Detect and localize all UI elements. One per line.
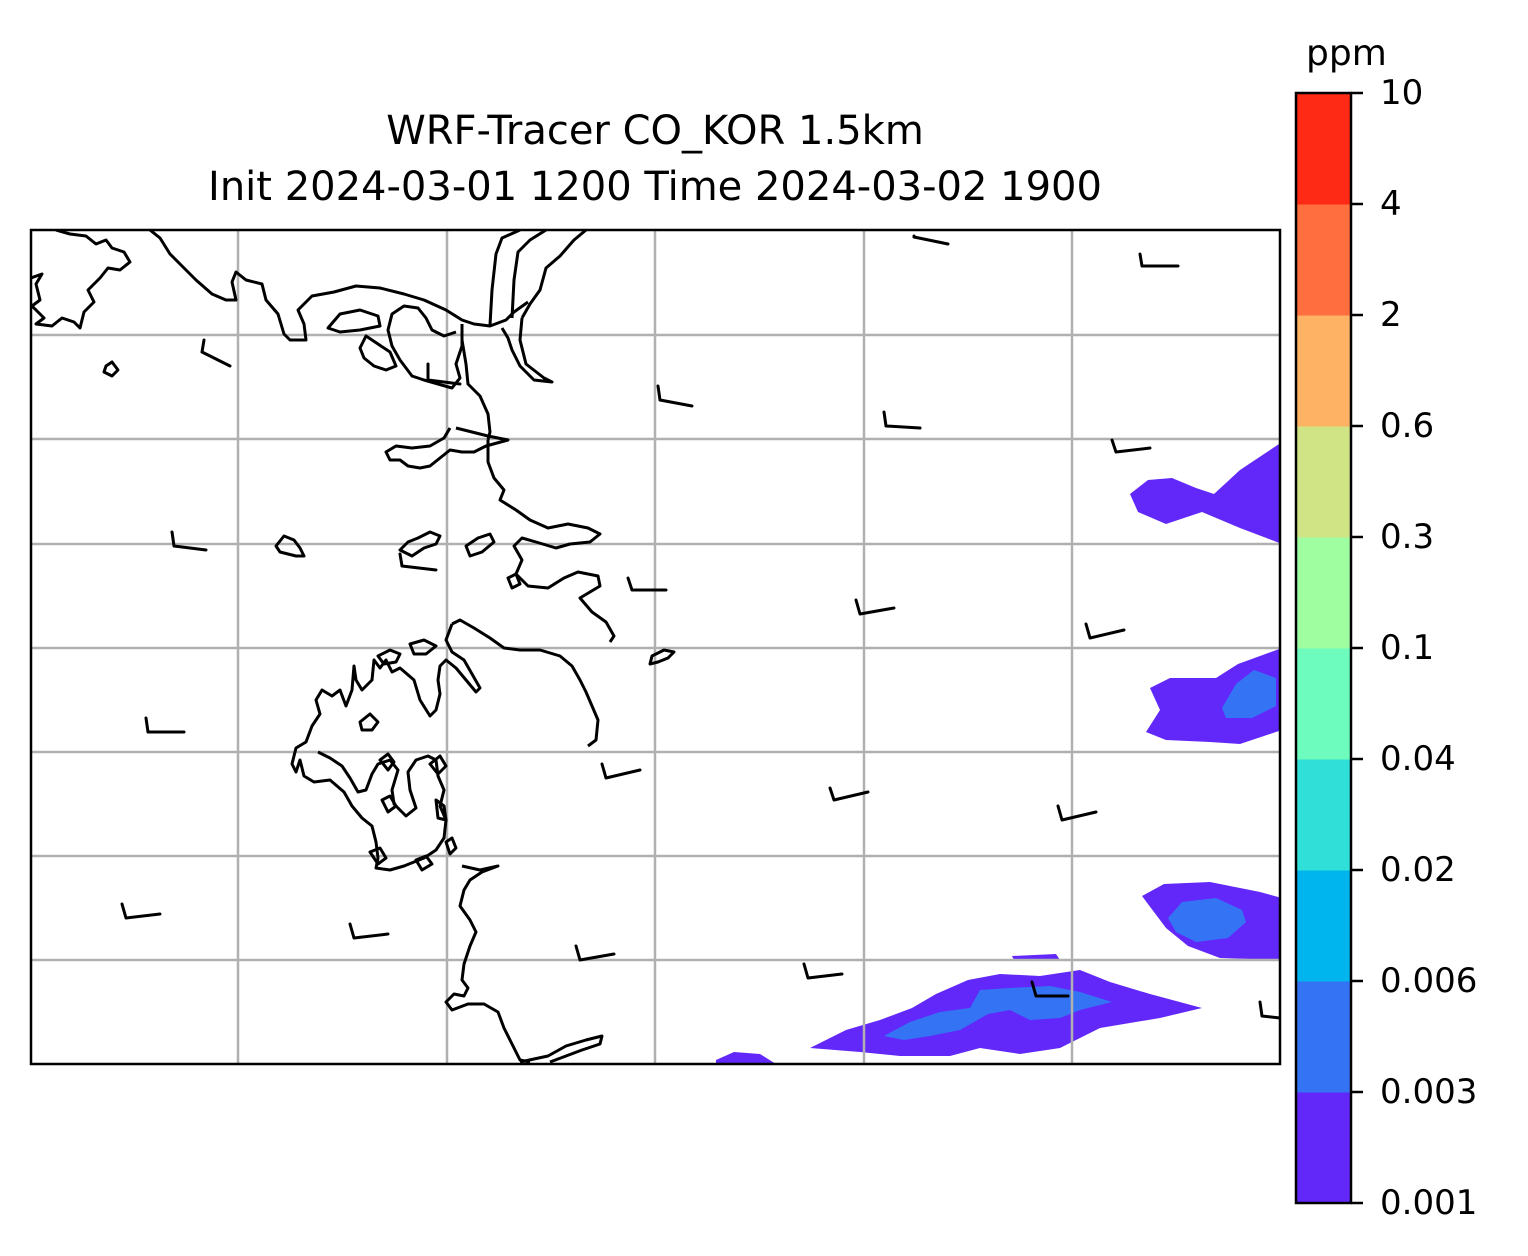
colorbar-tick-label: 0.006 (1380, 961, 1478, 1001)
wind-barb (828, 786, 870, 802)
colorbar-segment (1296, 648, 1351, 760)
colorbar-unit-label: ppm (1306, 33, 1387, 74)
colorbar-segment (1296, 426, 1351, 538)
colorbar-segment (1296, 759, 1351, 871)
map-gridlines (31, 230, 1280, 1064)
concentration-field (716, 443, 1280, 1064)
wind-barb (656, 384, 694, 408)
wind-barb (600, 762, 642, 780)
colorbar-segment (1296, 204, 1351, 316)
contour-level-0-003 (884, 670, 1276, 1040)
map-title-line-2: Init 2024-03-01 1200 Time 2024-03-02 190… (208, 164, 1102, 210)
colorbar-ticks (1351, 91, 1363, 1205)
wind-barb (626, 576, 668, 592)
wind-barb (1138, 252, 1180, 268)
colorbar-tick-label: 0.04 (1380, 739, 1456, 779)
wind-barb (1258, 1000, 1280, 1020)
wind-barb (1110, 438, 1152, 454)
wind-barb (120, 902, 162, 920)
coastlines (31, 230, 676, 1064)
colorbar-segment (1296, 93, 1351, 205)
wind-barb (1056, 804, 1098, 822)
wind-barb (1084, 622, 1126, 640)
wind-barb (1030, 980, 1070, 998)
wind-barb (426, 362, 462, 386)
wind-barb (170, 530, 208, 552)
wind-barb (802, 962, 844, 980)
wind-barb (144, 716, 186, 734)
colorbar-tick-label: 10 (1380, 73, 1424, 113)
colorbar-segment (1296, 870, 1351, 982)
colorbar-tick-label: 4 (1380, 184, 1402, 224)
colorbar-tick-label: 2 (1380, 295, 1402, 335)
colorbar-tick-label: 0.1 (1380, 628, 1435, 668)
colorbar-segment (1296, 537, 1351, 649)
colorbar-tick-label: 0.02 (1380, 850, 1456, 890)
map-panel (31, 230, 1280, 1064)
wind-barb (200, 338, 232, 368)
colorbar (1296, 93, 1351, 1204)
wind-barb (854, 598, 896, 616)
map-title-line-1: WRF-Tracer CO_KOR 1.5km (386, 108, 924, 154)
wind-barb (398, 552, 438, 572)
colorbar-tick-label: 0.3 (1380, 517, 1435, 557)
colorbar-segment (1296, 981, 1351, 1093)
wind-barb (348, 922, 390, 940)
colorbar-segment (1296, 315, 1351, 427)
colorbar-segment (1296, 1092, 1351, 1204)
colorbar-tick-label: 0.003 (1380, 1072, 1478, 1112)
wind-barbs (120, 234, 1280, 1020)
wind-barb (912, 234, 950, 246)
colorbar-tick-label: 0.6 (1380, 406, 1435, 446)
wind-barb (882, 410, 922, 430)
map-frame (29, 228, 1282, 1066)
colorbar-tick-label: 0.001 (1380, 1183, 1478, 1223)
wind-barb (574, 944, 616, 962)
